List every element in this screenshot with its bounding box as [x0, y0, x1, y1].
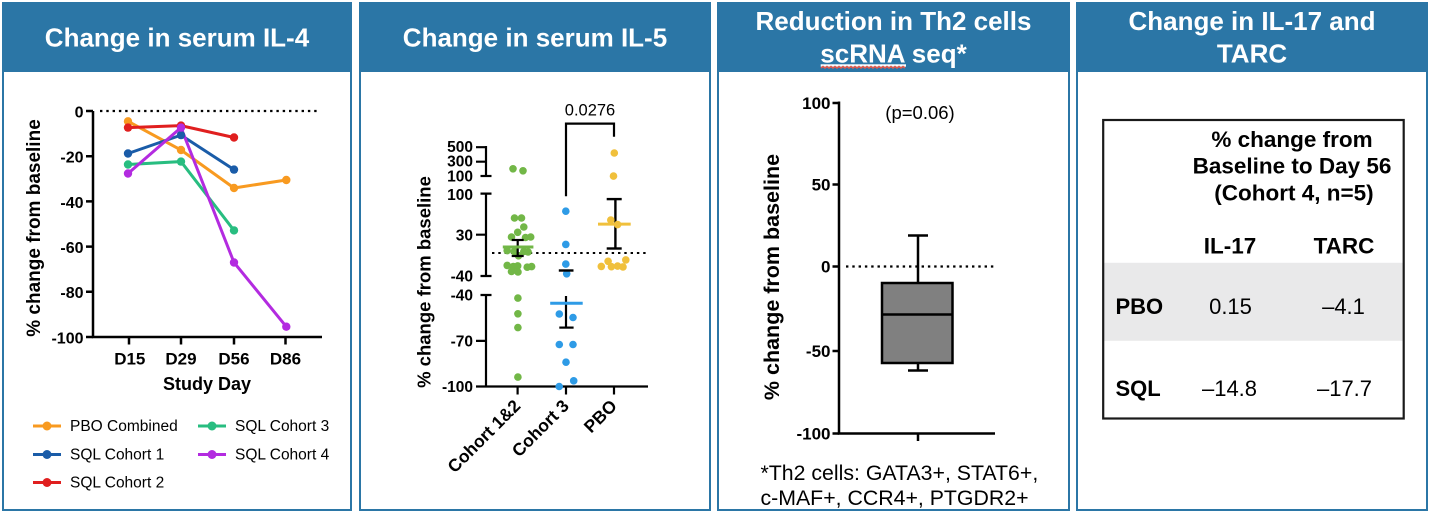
svg-text:D29: D29 — [165, 349, 196, 368]
svg-text:-40: -40 — [60, 195, 83, 212]
svg-text:-60: -60 — [60, 240, 83, 257]
svg-text:IL-17: IL-17 — [1204, 234, 1257, 259]
svg-text:SQL Cohort 4: SQL Cohort 4 — [235, 447, 330, 464]
svg-text:*Th2 cells: GATA3+, STAT6+,: *Th2 cells: GATA3+, STAT6+, — [761, 461, 1039, 485]
svg-text:% change from baseline: % change from baseline — [760, 154, 784, 400]
svg-text:PBO Combined: PBO Combined — [70, 418, 178, 435]
svg-text:Change in serum IL-5: Change in serum IL-5 — [403, 23, 667, 53]
svg-text:-50: -50 — [806, 342, 831, 361]
svg-text:-100: -100 — [442, 379, 473, 396]
svg-text:-80: -80 — [60, 285, 83, 302]
svg-text:–17.7: –17.7 — [1317, 376, 1372, 401]
svg-text:Baseline to Day 56: Baseline to Day 56 — [1193, 153, 1392, 178]
svg-text:SQL Cohort 1: SQL Cohort 1 — [70, 447, 164, 464]
svg-text:100: 100 — [802, 94, 830, 113]
svg-text:–4.1: –4.1 — [1322, 294, 1365, 319]
svg-text:SQL: SQL — [1116, 376, 1161, 401]
svg-text:0: 0 — [821, 257, 830, 276]
svg-text:TARC: TARC — [1314, 234, 1375, 259]
svg-text:PBO: PBO — [1116, 294, 1164, 319]
svg-text:D56: D56 — [218, 349, 249, 368]
svg-text:SQL Cohort 3: SQL Cohort 3 — [235, 418, 329, 435]
svg-text:–14.8: –14.8 — [1202, 376, 1257, 401]
svg-text:scRNA seq*: scRNA seq* — [820, 39, 967, 69]
svg-text:300: 300 — [447, 154, 473, 171]
svg-text:0.0276: 0.0276 — [565, 102, 615, 120]
svg-text:Reduction in Th2 cells: Reduction in Th2 cells — [756, 6, 1032, 36]
svg-text:-100: -100 — [796, 424, 830, 443]
svg-text:% change from: % change from — [1211, 127, 1372, 152]
svg-text:Change in serum IL-4: Change in serum IL-4 — [45, 23, 310, 53]
svg-text:0.15: 0.15 — [1209, 294, 1252, 319]
svg-text:SQL Cohort 2: SQL Cohort 2 — [70, 475, 164, 492]
svg-text:-40: -40 — [451, 288, 473, 305]
svg-text:50: 50 — [812, 175, 831, 194]
svg-text:100: 100 — [447, 187, 473, 204]
svg-text:D15: D15 — [114, 349, 145, 368]
svg-text:-20: -20 — [60, 150, 83, 167]
svg-text:(Cohort 4, n=5): (Cohort 4, n=5) — [1214, 180, 1373, 205]
svg-text:-40: -40 — [451, 269, 473, 286]
svg-text:0: 0 — [75, 104, 84, 121]
svg-text:100: 100 — [447, 169, 473, 186]
svg-text:-70: -70 — [451, 334, 473, 351]
svg-text:Change in IL-17 and: Change in IL-17 and — [1128, 6, 1375, 36]
svg-text:-100: -100 — [51, 330, 83, 347]
svg-text:(p=0.06): (p=0.06) — [885, 102, 954, 123]
svg-text:D86: D86 — [270, 349, 301, 368]
svg-text:% change from baseline: % change from baseline — [413, 176, 434, 388]
svg-text:Study Day: Study Day — [163, 374, 251, 394]
svg-text:c-MAF+, CCR4+, PTGDR2+: c-MAF+, CCR4+, PTGDR2+ — [761, 486, 1029, 510]
svg-text:500: 500 — [447, 139, 473, 156]
svg-text:% change from baseline: % change from baseline — [24, 119, 45, 337]
svg-text:30: 30 — [456, 227, 473, 244]
svg-text:TARC: TARC — [1217, 39, 1288, 69]
